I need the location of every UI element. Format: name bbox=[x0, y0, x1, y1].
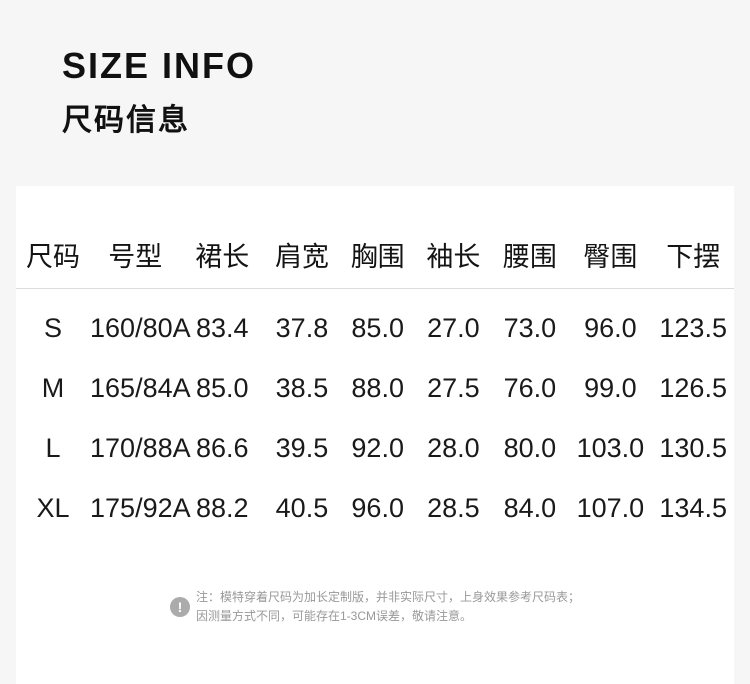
size-cell: 123.5 bbox=[659, 312, 727, 343]
size-cell: 28.0 bbox=[427, 432, 480, 463]
size-cell: 170/88A bbox=[90, 432, 191, 463]
column-header-waist: 腰围 bbox=[491, 186, 569, 289]
size-cell: 84.0 bbox=[503, 492, 557, 523]
size-cell: 103.0 bbox=[576, 432, 645, 463]
measurement-note: ! 注：模特穿着尺码为加长定制版，并非实际尺寸，上身效果参考尺码表； 因测量方式… bbox=[16, 588, 734, 626]
page-title: SIZE INFO bbox=[62, 45, 257, 86]
size-cell: 88.2 bbox=[195, 492, 249, 523]
exclamation-circle-icon: ! bbox=[169, 597, 190, 617]
page-header: SIZE INFO 尺码信息 bbox=[62, 48, 256, 138]
size-cell: 126.5 bbox=[659, 372, 727, 403]
size-cell: 160/80A bbox=[90, 312, 191, 343]
column-header-hem: 下摆 bbox=[652, 186, 734, 289]
size-cell: 175/92A bbox=[90, 492, 191, 523]
size-cell: 37.8 bbox=[275, 312, 329, 343]
size-cell: 92.0 bbox=[351, 432, 404, 463]
size-cell: 76.0 bbox=[503, 372, 557, 403]
page-subtitle: 尺码信息 bbox=[62, 104, 190, 137]
size-cell: 134.5 bbox=[659, 492, 727, 523]
column-header-sleeve: 袖长 bbox=[415, 186, 492, 289]
size-cell: 27.0 bbox=[427, 312, 480, 343]
size-table-panel: 尺码 号型 裙长 肩宽 胸围 袖长 腰围 臀围 下摆 S 160/80A 83.… bbox=[16, 186, 734, 684]
size-cell: 38.5 bbox=[275, 372, 329, 403]
size-cell: 99.0 bbox=[584, 372, 637, 403]
column-header-size: 尺码 bbox=[16, 186, 91, 289]
size-cell: 107.0 bbox=[576, 492, 645, 523]
size-cell: XL bbox=[36, 492, 70, 523]
size-cell: 96.0 bbox=[584, 312, 637, 343]
column-header-bust: 胸围 bbox=[339, 186, 416, 289]
size-table: 尺码 号型 裙长 肩宽 胸围 袖长 腰围 臀围 下摆 S 160/80A 83.… bbox=[16, 186, 734, 538]
size-cell: 39.5 bbox=[275, 432, 329, 463]
header-row: 尺码 号型 裙长 肩宽 胸围 袖长 腰围 臀围 下摆 bbox=[16, 186, 734, 289]
size-cell: S bbox=[44, 312, 63, 343]
size-cell: 40.5 bbox=[275, 492, 329, 523]
size-cell: 83.4 bbox=[195, 312, 249, 343]
column-header-model: 号型 bbox=[90, 186, 181, 289]
size-cell: 85.0 bbox=[195, 372, 249, 403]
table-row-xl: XL 175/92A 88.2 40.5 96.0 28.5 84.0 107.… bbox=[16, 478, 734, 538]
size-cell: 80.0 bbox=[503, 432, 557, 463]
size-table-header: 尺码 号型 裙长 肩宽 胸围 袖长 腰围 臀围 下摆 bbox=[16, 186, 734, 289]
column-header-shoulder: 肩宽 bbox=[263, 186, 340, 289]
table-row-m: M 165/84A 85.0 38.5 88.0 27.5 76.0 99.0 … bbox=[16, 358, 734, 418]
note-line-2: 因测量方式不同，可能存在1-3CM误差，敬请注意。 bbox=[195, 609, 472, 623]
table-row-s: S 160/80A 83.4 37.8 85.0 27.0 73.0 96.0 … bbox=[16, 288, 734, 358]
size-cell: M bbox=[41, 372, 65, 403]
size-cell: 73.0 bbox=[503, 312, 557, 343]
size-cell: 27.5 bbox=[427, 372, 480, 403]
column-header-skirt-length: 裙长 bbox=[180, 186, 264, 289]
note-line-1: 注：模特穿着尺码为加长定制版，并非实际尺寸，上身效果参考尺码表； bbox=[195, 590, 580, 604]
size-cell: 165/84A bbox=[90, 372, 191, 403]
size-cell: 86.6 bbox=[195, 432, 249, 463]
size-cell: 96.0 bbox=[351, 492, 404, 523]
size-cell: L bbox=[45, 432, 61, 463]
note-text: 注：模特穿着尺码为加长定制版，并非实际尺寸，上身效果参考尺码表； 因测量方式不同… bbox=[196, 588, 580, 626]
size-cell: 130.5 bbox=[659, 432, 727, 463]
size-cell: 88.0 bbox=[351, 372, 404, 403]
column-header-hip: 臀围 bbox=[568, 186, 653, 289]
table-row-l: L 170/88A 86.6 39.5 92.0 28.0 80.0 103.0… bbox=[16, 418, 734, 478]
size-cell: 85.0 bbox=[351, 312, 404, 343]
size-cell: 28.5 bbox=[427, 492, 480, 523]
size-table-body: S 160/80A 83.4 37.8 85.0 27.0 73.0 96.0 … bbox=[16, 288, 734, 538]
